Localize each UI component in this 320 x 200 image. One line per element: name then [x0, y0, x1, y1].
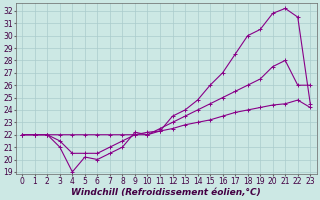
- X-axis label: Windchill (Refroidissement éolien,°C): Windchill (Refroidissement éolien,°C): [71, 188, 261, 197]
